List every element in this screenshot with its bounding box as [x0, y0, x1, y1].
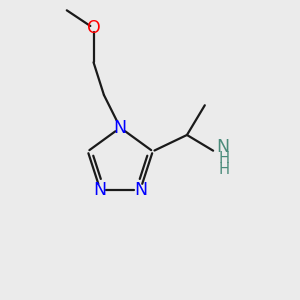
Text: N: N: [134, 181, 147, 199]
Text: N: N: [114, 119, 127, 137]
Text: H: H: [218, 151, 229, 166]
Text: N: N: [94, 181, 107, 199]
Text: H: H: [218, 162, 229, 177]
Text: N: N: [217, 139, 230, 157]
Text: O: O: [87, 19, 100, 37]
